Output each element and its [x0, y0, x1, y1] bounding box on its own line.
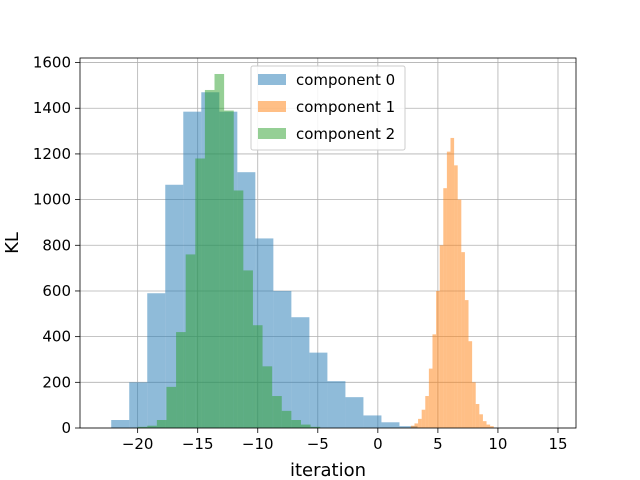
histogram-bar: [464, 300, 469, 428]
histogram-bar: [281, 410, 292, 428]
y-tick-label: 200: [42, 373, 71, 391]
histogram-bar: [195, 158, 205, 428]
histogram-bar: [457, 199, 462, 428]
x-tick-label: 15: [548, 435, 567, 453]
histogram-bar: [414, 423, 419, 428]
y-tick-label: 600: [42, 282, 71, 300]
histogram-bar: [345, 397, 364, 428]
y-tick-label: 1200: [33, 145, 71, 163]
histogram-bar: [363, 415, 382, 428]
y-tick-label: 1000: [33, 191, 71, 209]
legend-swatch: [258, 101, 286, 112]
legend-swatch: [258, 128, 286, 139]
x-tick-label: 10: [488, 435, 507, 453]
histogram-bar: [418, 418, 422, 428]
y-axis-label: KL: [2, 232, 23, 254]
y-tick-label: 800: [42, 236, 71, 254]
histogram-bar: [490, 426, 494, 428]
histogram-bar: [272, 396, 282, 428]
histogram-bar: [410, 425, 415, 428]
x-tick-label: 5: [433, 435, 443, 453]
histogram-bar: [436, 290, 440, 428]
histogram-bar: [439, 245, 444, 428]
histogram-bar: [381, 422, 400, 428]
histogram-bar: [428, 368, 433, 428]
series-2: [137, 73, 321, 429]
histogram-bar: [156, 420, 167, 428]
histogram-bar: [129, 382, 148, 428]
histogram-bar: [446, 151, 451, 428]
histogram-bar: [421, 409, 426, 428]
histogram-bar: [486, 424, 491, 428]
histogram-bar: [300, 424, 311, 428]
histogram-bar: [461, 252, 465, 428]
x-axis-ticks: −20 −15 −10 −5 0 5 10 15: [122, 428, 568, 453]
bars: [111, 73, 494, 429]
y-axis-ticks: 0 200 400 600 800 1000 1200 1400 1600: [33, 54, 80, 437]
plot-frame: [79, 57, 577, 429]
x-tick-label: −20: [122, 435, 154, 453]
histogram-bar: [214, 73, 225, 428]
series-1: [410, 137, 494, 428]
histogram-bar: [327, 381, 346, 428]
legend-label: component 2: [296, 125, 395, 143]
histogram-bar: [224, 110, 234, 429]
x-tick-label: −5: [307, 435, 329, 453]
histogram-bar: [243, 270, 253, 428]
histogram-bar: [443, 188, 447, 428]
histogram-bar: [166, 386, 177, 428]
histogram-bar: [185, 254, 196, 428]
histogram-bar: [432, 334, 437, 428]
legend-box: [250, 65, 406, 151]
histogram-bar: [233, 190, 244, 428]
histogram-bar: [472, 382, 476, 428]
histogram-bar: [204, 89, 215, 428]
histogram-bar: [309, 352, 328, 428]
histogram-bar: [454, 165, 458, 428]
x-tick-label: −15: [182, 435, 214, 453]
histogram-bar: [176, 332, 186, 428]
histogram-bar: [273, 290, 292, 428]
histogram-bar: [399, 426, 418, 428]
histogram-bar: [262, 366, 273, 428]
histogram-bar: [137, 426, 148, 428]
histogram-bar: [147, 293, 166, 428]
legend-swatch: [258, 74, 286, 85]
x-axis-label: iteration: [290, 460, 366, 480]
legend-label: component 1: [296, 98, 395, 116]
y-tick-label: 1600: [33, 54, 71, 72]
legend-label: component 0: [296, 71, 395, 89]
y-tick-label: 0: [61, 419, 71, 437]
histogram-bar: [147, 425, 157, 428]
histogram-bar: [479, 414, 483, 428]
histogram-bar: [111, 420, 130, 428]
histogram-bar: [482, 421, 487, 428]
x-tick-label: −10: [242, 435, 274, 453]
histogram-bar: [252, 325, 263, 428]
y-tick-label: 400: [42, 328, 71, 346]
legend: component 0 component 1 component 2: [250, 65, 406, 151]
x-tick-label: 0: [373, 435, 383, 453]
histogram-bar: [291, 317, 310, 428]
y-tick-label: 1400: [33, 99, 71, 117]
histogram-bar: [425, 396, 429, 428]
histogram-bar: [291, 420, 301, 428]
histogram-bar: [475, 404, 480, 428]
histogram-bar: [450, 137, 455, 428]
histogram-bar: [310, 426, 321, 428]
histogram-bar: [468, 341, 473, 428]
